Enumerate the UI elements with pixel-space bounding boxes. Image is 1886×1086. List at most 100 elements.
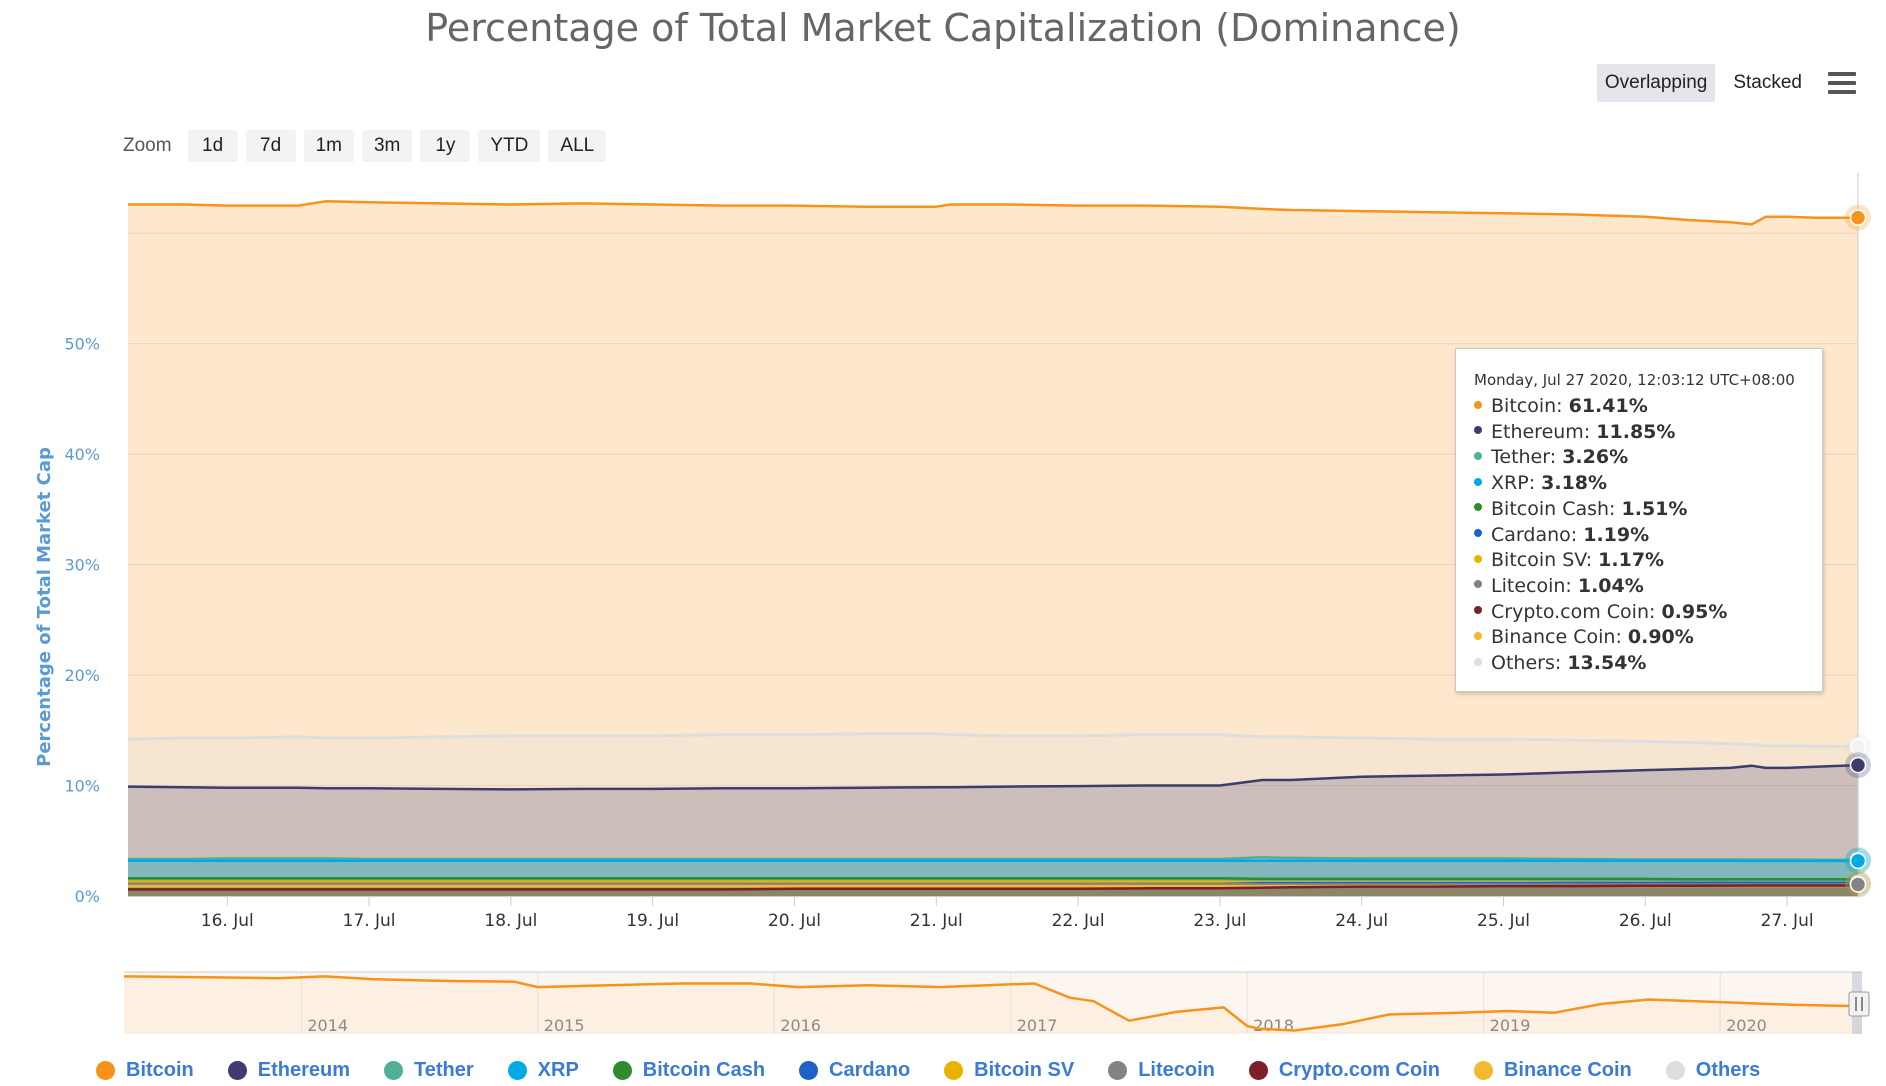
tooltip-date: Monday, Jul 27 2020, 12:03:12 UTC+08:00	[1474, 371, 1795, 389]
zoom-1m-button[interactable]: 1m	[303, 130, 354, 162]
tether-dot-icon	[1474, 451, 1482, 460]
tooltip-row-binance-coin: Binance Coin: 0.90%	[1474, 625, 1808, 651]
x-tick-label: 18. Jul	[484, 911, 537, 931]
x-tick-label: 21. Jul	[910, 911, 963, 931]
others-legend-icon	[1665, 1061, 1685, 1080]
marker-ethereum	[1849, 756, 1867, 774]
series-line-crypto-com-coin	[128, 884, 1858, 891]
legend-item-bitcoin-cash[interactable]: Bitcoin Cash	[612, 1059, 765, 1082]
x-tick-label: 19. Jul	[626, 911, 679, 931]
ethereum-legend-icon	[227, 1061, 247, 1080]
navigator-area	[124, 976, 1862, 1034]
zoom-ytd-button[interactable]: YTD	[478, 130, 541, 162]
legend-item-tether[interactable]: Tether	[384, 1059, 474, 1082]
legend-item-bitcoin-sv[interactable]: Bitcoin SV	[944, 1059, 1074, 1082]
overlapping-button[interactable]: Overlapping	[1596, 64, 1716, 102]
legend-item-bitcoin[interactable]: Bitcoin	[96, 1059, 194, 1082]
bitcoin-legend-icon	[96, 1061, 115, 1080]
litecoin-legend-icon	[1108, 1061, 1128, 1080]
bitcoin-sv-legend-icon	[944, 1061, 964, 1080]
series-area-crypto-com-coin	[128, 885, 1858, 896]
navigator-year-label: 2019	[1490, 1016, 1531, 1035]
tooltip-row-tether: Tether: 3.26%	[1474, 445, 1808, 471]
tooltip-row-others: Others: 13.54%	[1474, 651, 1808, 677]
xrp-legend-icon	[507, 1061, 527, 1080]
legend-item-xrp[interactable]: XRP	[507, 1059, 579, 1082]
tooltip-row-litecoin: Litecoin: 1.04%	[1474, 574, 1808, 600]
x-tick-label: 24. Jul	[1335, 911, 1388, 931]
legend-item-crypto-com-coin[interactable]: Crypto.com Coin	[1248, 1059, 1440, 1082]
zoom-1d-button[interactable]: 1d	[187, 130, 238, 162]
series-line-bitcoin	[128, 199, 1859, 226]
hamburger-menu-icon[interactable]	[1828, 71, 1856, 95]
crypto-com-coin-legend-icon	[1248, 1061, 1268, 1080]
y-tick-label: 10%	[64, 777, 100, 796]
tooltip-row-ethereum: Ethereum: 11.85%	[1474, 420, 1808, 446]
navigator-year-label: 2015	[544, 1016, 585, 1035]
series-line-ethereum	[127, 763, 1859, 791]
series-area-others	[128, 733, 1858, 896]
legend-item-binance-coin[interactable]: Binance Coin	[1473, 1059, 1632, 1082]
tooltip-row-cardano: Cardano: 1.19%	[1474, 523, 1808, 549]
navigator-year-label: 2014	[307, 1016, 348, 1035]
series-line-others	[127, 732, 1859, 748]
x-tick-label: 16. Jul	[201, 911, 254, 931]
zoom-7d-button[interactable]: 7d	[245, 130, 296, 162]
tooltip-row-xrp: XRP: 3.18%	[1474, 471, 1808, 497]
binance-coin-dot-icon	[1474, 631, 1482, 640]
navigator-background	[124, 972, 1862, 1034]
chart-legend: Bitcoin Ethereum Tether XRP Bitcoin Cash…	[96, 1059, 1794, 1082]
navigator-year-label: 2017	[1017, 1016, 1058, 1035]
series-line-litecoin	[128, 882, 1858, 886]
bitcoin-dot-icon	[1474, 400, 1482, 409]
others-dot-icon	[1474, 657, 1482, 666]
navigator-handle[interactable]	[1848, 991, 1870, 1017]
x-tick-label: 23. Jul	[1193, 911, 1246, 931]
legend-item-cardano[interactable]: Cardano	[799, 1059, 910, 1082]
binance-coin-legend-icon	[1473, 1061, 1493, 1080]
tether-legend-icon	[384, 1061, 404, 1080]
zoom-label: Zoom	[123, 135, 172, 156]
x-tick-label: 17. Jul	[343, 911, 396, 931]
series-line-bitcoin-cash	[128, 877, 1858, 881]
chart-title: Percentage of Total Market Capitalizatio…	[425, 6, 1461, 50]
x-tick-label: 27. Jul	[1761, 911, 1814, 931]
stacked-button[interactable]: Stacked	[1733, 72, 1802, 93]
marker-bitcoin	[1849, 209, 1867, 226]
x-tick-label: 26. Jul	[1619, 911, 1672, 931]
zoom-controls: Zoom 1d 7d 1m 3m 1y YTD ALL	[123, 130, 607, 162]
y-tick-label: 50%	[64, 335, 100, 354]
cardano-dot-icon	[1474, 529, 1482, 538]
tooltip-row-bitcoin: Bitcoin: 61.41%	[1474, 394, 1808, 420]
bitcoin-sv-dot-icon	[1474, 554, 1482, 563]
zoom-all-button[interactable]: ALL	[548, 130, 607, 162]
tooltip-row-bitcoin-sv: Bitcoin SV: 1.17%	[1474, 548, 1808, 574]
chart-mode-toggle: Overlapping Stacked	[1596, 64, 1856, 102]
ethereum-dot-icon	[1474, 426, 1482, 435]
zoom-1y-button[interactable]: 1y	[420, 130, 471, 162]
marker-xrp	[1849, 852, 1867, 870]
x-tick-label: 25. Jul	[1477, 911, 1530, 931]
y-tick-label: 20%	[64, 666, 100, 685]
y-axis-title: Percentage of Total Market Cap	[34, 447, 55, 767]
x-tick-label: 22. Jul	[1052, 911, 1105, 931]
navigator-year-label: 2020	[1726, 1016, 1767, 1035]
navigator-line	[123, 975, 1863, 1032]
bitcoin-cash-dot-icon	[1474, 503, 1482, 512]
marker-litecoin	[1849, 876, 1867, 893]
cardano-legend-icon	[799, 1061, 819, 1080]
x-tick-label: 20. Jul	[768, 911, 821, 931]
legend-item-litecoin[interactable]: Litecoin	[1108, 1059, 1215, 1082]
xrp-dot-icon	[1474, 477, 1482, 486]
tooltip-row-bitcoin-cash: Bitcoin Cash: 1.51%	[1474, 497, 1808, 523]
litecoin-dot-icon	[1474, 580, 1482, 589]
series-area-ethereum	[128, 765, 1858, 896]
zoom-3m-button[interactable]: 3m	[361, 130, 413, 162]
legend-item-others[interactable]: Others	[1665, 1059, 1760, 1082]
navigator-year-label: 2016	[780, 1016, 821, 1035]
tooltip-row-crypto-com-coin: Crypto.com Coin: 0.95%	[1474, 600, 1808, 626]
hover-tooltip: Monday, Jul 27 2020, 12:03:12 UTC+08:00 …	[1455, 348, 1823, 692]
legend-item-ethereum[interactable]: Ethereum	[227, 1059, 350, 1082]
y-tick-label: 0%	[75, 887, 100, 906]
